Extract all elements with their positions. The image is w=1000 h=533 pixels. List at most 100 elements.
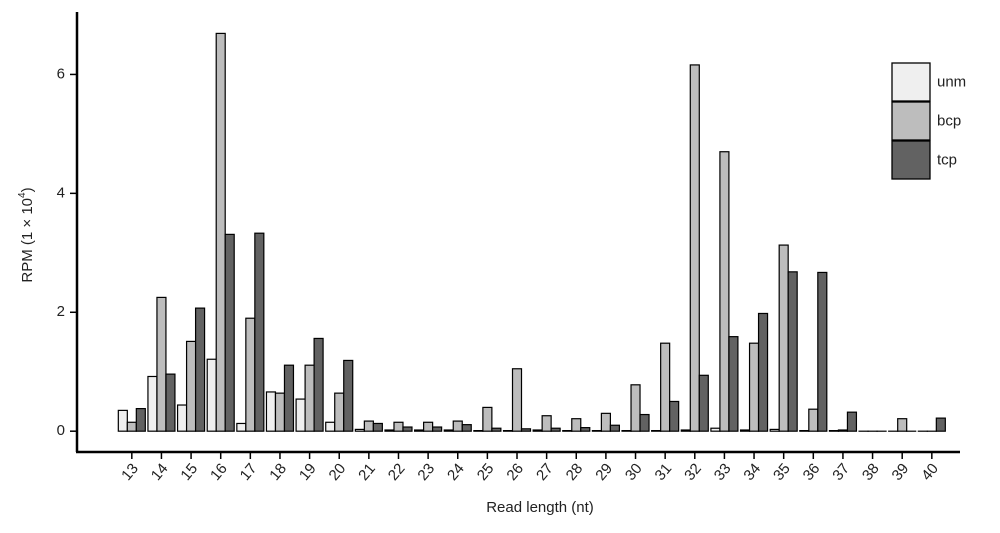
bar [778,244,789,432]
x-tick-label: 15 [177,460,201,484]
bar [550,427,561,432]
x-tick-label: 13 [118,460,142,484]
bar [520,428,532,432]
x-axis-label: Read length (nt) [486,499,594,516]
bar [313,337,324,432]
bar [295,398,306,432]
bar [817,271,828,432]
bar [580,427,591,432]
x-tick-label: 16 [207,460,231,484]
bar [236,422,247,432]
bar [432,426,443,432]
bar [135,407,146,432]
y-tick-label: 0 [57,422,65,439]
x-tick-label: 14 [148,460,172,484]
bar [274,392,286,432]
x-tick-label: 26 [503,460,527,484]
bar [689,64,700,432]
bar [443,429,454,432]
bar [757,312,769,432]
bar [651,429,662,432]
bar [837,429,849,432]
bar [621,429,632,432]
bar [787,271,798,432]
bar [354,428,365,432]
bar [165,373,176,432]
bar [194,307,206,432]
y-axis-label-sup: 4 [17,192,28,198]
x-tick-label: 31 [652,460,676,484]
bar [423,421,434,432]
bar [935,417,946,432]
bar [393,421,404,432]
bar [482,406,493,432]
x-tick-label: 22 [385,460,409,484]
bar [147,375,158,432]
y-tick-label: 4 [57,184,65,201]
bar [562,429,573,432]
x-tick-label: 20 [326,460,350,484]
bar [185,340,197,432]
bar [491,427,502,432]
bar [846,411,858,432]
x-tick-label: 19 [296,460,320,484]
bar [769,428,780,432]
y-axis-label: RPM (1 × 104) [17,187,36,282]
bar [591,429,602,432]
x-tick-label: 37 [829,460,853,484]
bar [254,232,265,432]
x-tick-label: 38 [859,460,883,484]
bar [245,317,256,432]
legend-label: unm [937,73,966,90]
bar [511,368,523,432]
bar [739,429,751,432]
bar [630,384,641,432]
x-tick-label: 30 [622,460,646,484]
legend-swatch [891,62,931,102]
bar [897,418,908,432]
y-axis-label-text: RPM (1 × 10 [19,198,36,283]
bar [710,427,721,432]
bar [224,233,235,432]
x-tick-label: 21 [355,460,379,484]
bar [541,415,552,432]
bar [660,342,671,432]
bar [609,424,620,432]
bar [206,358,217,432]
bar [828,429,840,432]
bar [126,421,137,432]
bar [680,429,691,432]
bar [719,151,730,432]
x-tick-label: 18 [266,460,290,484]
y-tick-label: 2 [57,303,65,320]
legend-label: tcp [937,151,957,168]
bar [698,374,709,432]
bar [473,429,484,432]
x-tick-label: 32 [681,460,705,484]
x-tick-label: 17 [237,460,261,484]
bar [502,429,514,432]
bar [532,429,543,432]
x-tick-label: 29 [592,460,616,484]
bar [283,364,295,432]
bar [265,391,277,432]
x-tick-label: 36 [800,460,824,484]
bar [748,342,760,432]
x-tick-label: 34 [740,460,764,484]
bar [372,422,383,432]
x-tick-label: 27 [533,460,557,484]
bar [728,336,739,432]
y-tick-label: 6 [57,65,65,82]
x-tick-label: 35 [770,460,794,484]
bar [452,420,463,432]
bar [402,426,413,432]
x-tick-label: 23 [414,460,438,484]
bar [215,32,226,432]
legend-label: bcp [937,112,961,129]
legend-swatch [891,140,931,180]
bar [325,421,336,432]
bar [600,412,611,432]
bar [176,404,188,432]
x-tick-label: 24 [444,460,468,484]
